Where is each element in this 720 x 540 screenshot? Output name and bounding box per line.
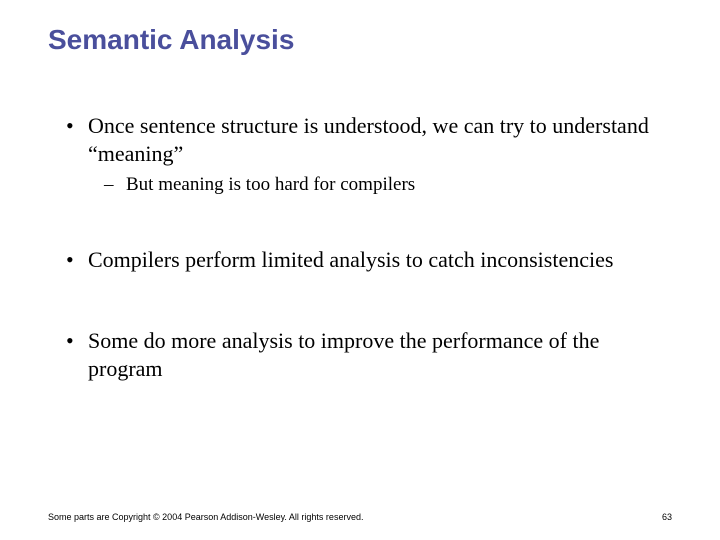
slide: Semantic Analysis • Once sentence struct… <box>0 0 720 540</box>
spacer <box>48 198 672 246</box>
page-number: 63 <box>662 512 672 522</box>
bullet-item: • Once sentence structure is understood,… <box>66 112 672 167</box>
copyright-text: Some parts are Copyright © 2004 Pearson … <box>48 512 363 522</box>
bullet-item: • Compilers perform limited analysis to … <box>66 246 672 274</box>
bullet-text: Once sentence structure is understood, w… <box>88 112 672 167</box>
bullet-marker-icon: • <box>66 327 88 382</box>
bullet-item: • Some do more analysis to improve the p… <box>66 327 672 382</box>
bullet-text: Some do more analysis to improve the per… <box>88 327 672 382</box>
bullet-marker-icon: • <box>66 112 88 167</box>
dash-marker-icon: – <box>104 173 126 198</box>
slide-body: • Once sentence structure is understood,… <box>48 112 672 382</box>
bullet-text: Compilers perform limited analysis to ca… <box>88 246 613 274</box>
sub-bullet-item: – But meaning is too hard for compilers <box>104 173 672 198</box>
slide-title: Semantic Analysis <box>48 24 672 56</box>
sub-bullet-text: But meaning is too hard for compilers <box>126 173 415 198</box>
bullet-marker-icon: • <box>66 246 88 274</box>
spacer <box>48 279 672 327</box>
slide-footer: Some parts are Copyright © 2004 Pearson … <box>48 512 672 522</box>
